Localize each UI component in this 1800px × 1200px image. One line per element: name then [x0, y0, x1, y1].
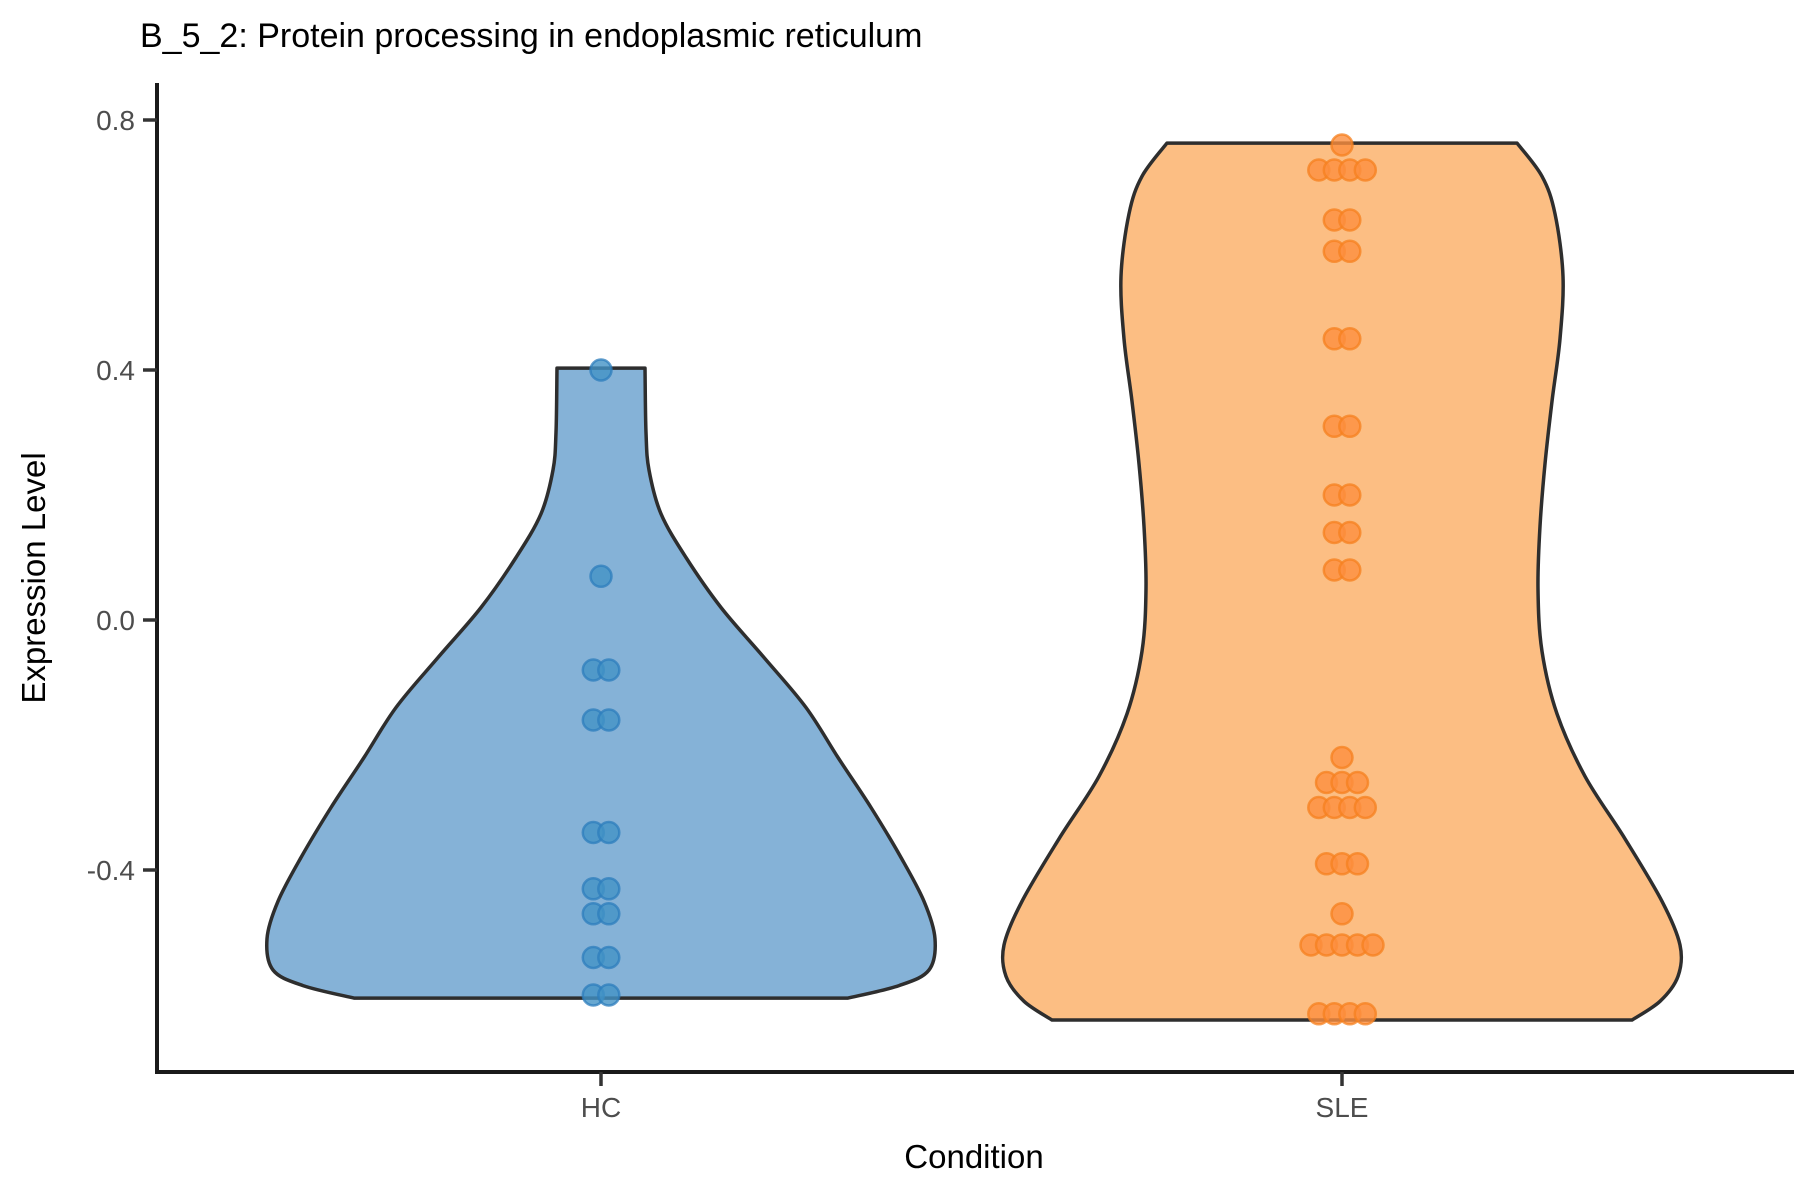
data-point-sle	[1338, 558, 1362, 582]
violin-hc	[265, 366, 937, 1000]
violins-group	[265, 141, 1684, 1022]
x-axis-ticks: HC SLE	[581, 1072, 1369, 1123]
plot-title: B_5_2: Protein processing in endoplasmic…	[140, 17, 922, 55]
data-point-hc	[597, 877, 621, 901]
y-tick-label: 0.8	[96, 105, 135, 136]
data-points-group	[581, 133, 1385, 1026]
data-point-sle	[1330, 902, 1354, 926]
data-point-sle	[1330, 133, 1354, 157]
data-point-sle	[1345, 770, 1370, 795]
data-point-sle	[1330, 745, 1354, 770]
data-point-sle	[1338, 414, 1362, 439]
data-point-sle	[1345, 852, 1370, 876]
data-point-hc	[597, 820, 621, 845]
data-point-sle	[1338, 208, 1362, 232]
data-point-hc	[597, 708, 621, 732]
data-point-hc	[597, 983, 621, 1007]
violin-sle	[1000, 141, 1684, 1022]
x-tick-label-hc: HC	[581, 1092, 621, 1123]
y-tick-label: 0.4	[96, 355, 135, 386]
data-point-sle	[1338, 520, 1362, 545]
y-tick-label: 0.0	[96, 605, 135, 636]
data-point-sle	[1338, 239, 1362, 264]
y-axis-ticks: 0.8 0.4 0.0 -0.4	[87, 105, 157, 886]
data-point-hc	[589, 358, 613, 382]
x-axis-title: Condition	[904, 1138, 1043, 1175]
data-point-hc	[597, 658, 621, 682]
y-tick-label: -0.4	[87, 855, 135, 886]
data-point-sle	[1338, 483, 1362, 507]
data-point-hc	[597, 902, 621, 926]
x-tick-label-sle: SLE	[1316, 1092, 1369, 1123]
data-point-sle	[1353, 158, 1378, 182]
data-point-sle	[1338, 327, 1362, 351]
data-point-sle	[1353, 795, 1378, 820]
data-point-hc	[597, 945, 621, 970]
data-point-hc	[589, 564, 613, 589]
data-point-sle	[1353, 1002, 1378, 1026]
y-axis-title: Expression Level	[15, 452, 52, 703]
data-point-sle	[1361, 933, 1385, 957]
